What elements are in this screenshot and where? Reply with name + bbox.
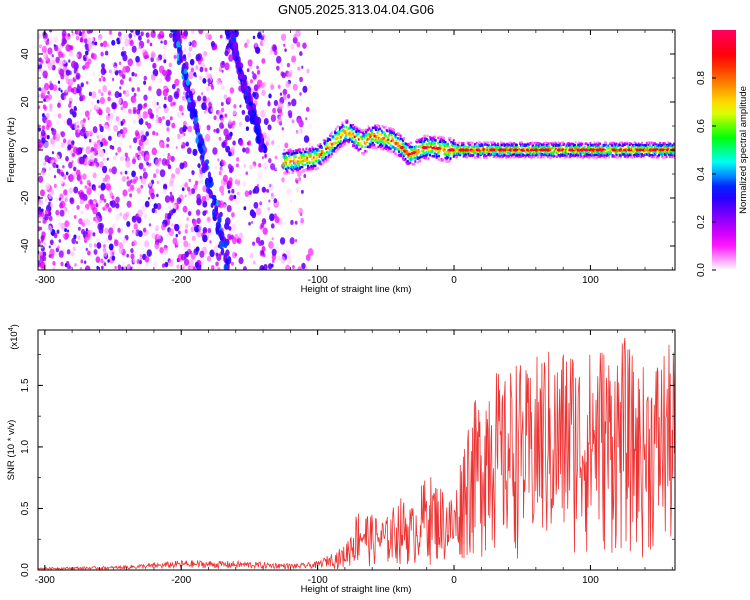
y-tick-label: 1.0 — [20, 440, 31, 454]
y-tick-label: 0.5 — [20, 501, 31, 515]
signal-trace — [282, 119, 675, 175]
figure-title: GN05.2025.313.04.04.G06 — [278, 2, 434, 17]
noise-region — [38, 30, 314, 270]
x-tick-label: 0 — [451, 275, 457, 286]
snr-frame — [37, 329, 676, 571]
spectrogram-heatmap — [38, 30, 675, 270]
x-tick-label: -300 — [35, 275, 55, 286]
snr-panel: -300 -200 -100 0 100 0.0 0.5 1.0 1.5 Height of s… — [6, 324, 676, 595]
x-tick-label: 0 — [451, 575, 457, 586]
snr-y-scale-label: (x104) — [8, 324, 20, 350]
x-tick-label: -100 — [308, 575, 328, 586]
spectrogram-x-label: Height of straight line (km) — [301, 284, 412, 295]
y-tick-label: -40 — [20, 238, 31, 253]
colorbar-gradient — [712, 30, 736, 270]
snr-ticks: -300 -200 -100 0 100 0.0 0.5 1.0 1.5 — [20, 330, 675, 586]
colorbar-ticks: 0.0 0.2 0.4 0.6 0.8 — [696, 71, 716, 277]
snr-series-line — [38, 337, 675, 570]
y-tick-label: 20 — [20, 96, 31, 108]
diagonal-streak — [224, 30, 268, 154]
y-tick-label: 0 — [20, 147, 31, 153]
y-tick-label: 1.5 — [20, 378, 31, 392]
x-tick-label: 100 — [582, 275, 599, 286]
x-tick-label: -200 — [171, 275, 191, 286]
snr-x-label: Height of straight line (km) — [301, 584, 412, 595]
diagonal-streak — [170, 30, 232, 270]
colorbar-tick-label: 0.6 — [696, 119, 707, 133]
colorbar-tick-label: 0.8 — [696, 71, 707, 85]
y-tick-label: 40 — [20, 48, 31, 60]
spectrogram-y-label: Frequency (Hz) — [6, 117, 17, 182]
colorbar-tick-label: 0.2 — [696, 215, 707, 229]
snr-y-label: SNR (10 * v/v) — [6, 420, 17, 481]
x-tick-label: -100 — [308, 275, 328, 286]
colorbar: 0.0 0.2 0.4 0.6 0.8 Normalized spectral ampl… — [696, 30, 749, 277]
colorbar-tick-label: 0.4 — [696, 167, 707, 181]
x-tick-label: 100 — [582, 575, 599, 586]
x-tick-label: -200 — [171, 575, 191, 586]
y-tick-label: 0.0 — [20, 563, 31, 577]
y-tick-label: -20 — [20, 190, 31, 205]
colorbar-label: Normalized spectral amplitude — [738, 86, 749, 214]
colorbar-tick-label: 0.0 — [696, 263, 707, 277]
x-tick-label: -300 — [35, 575, 55, 586]
